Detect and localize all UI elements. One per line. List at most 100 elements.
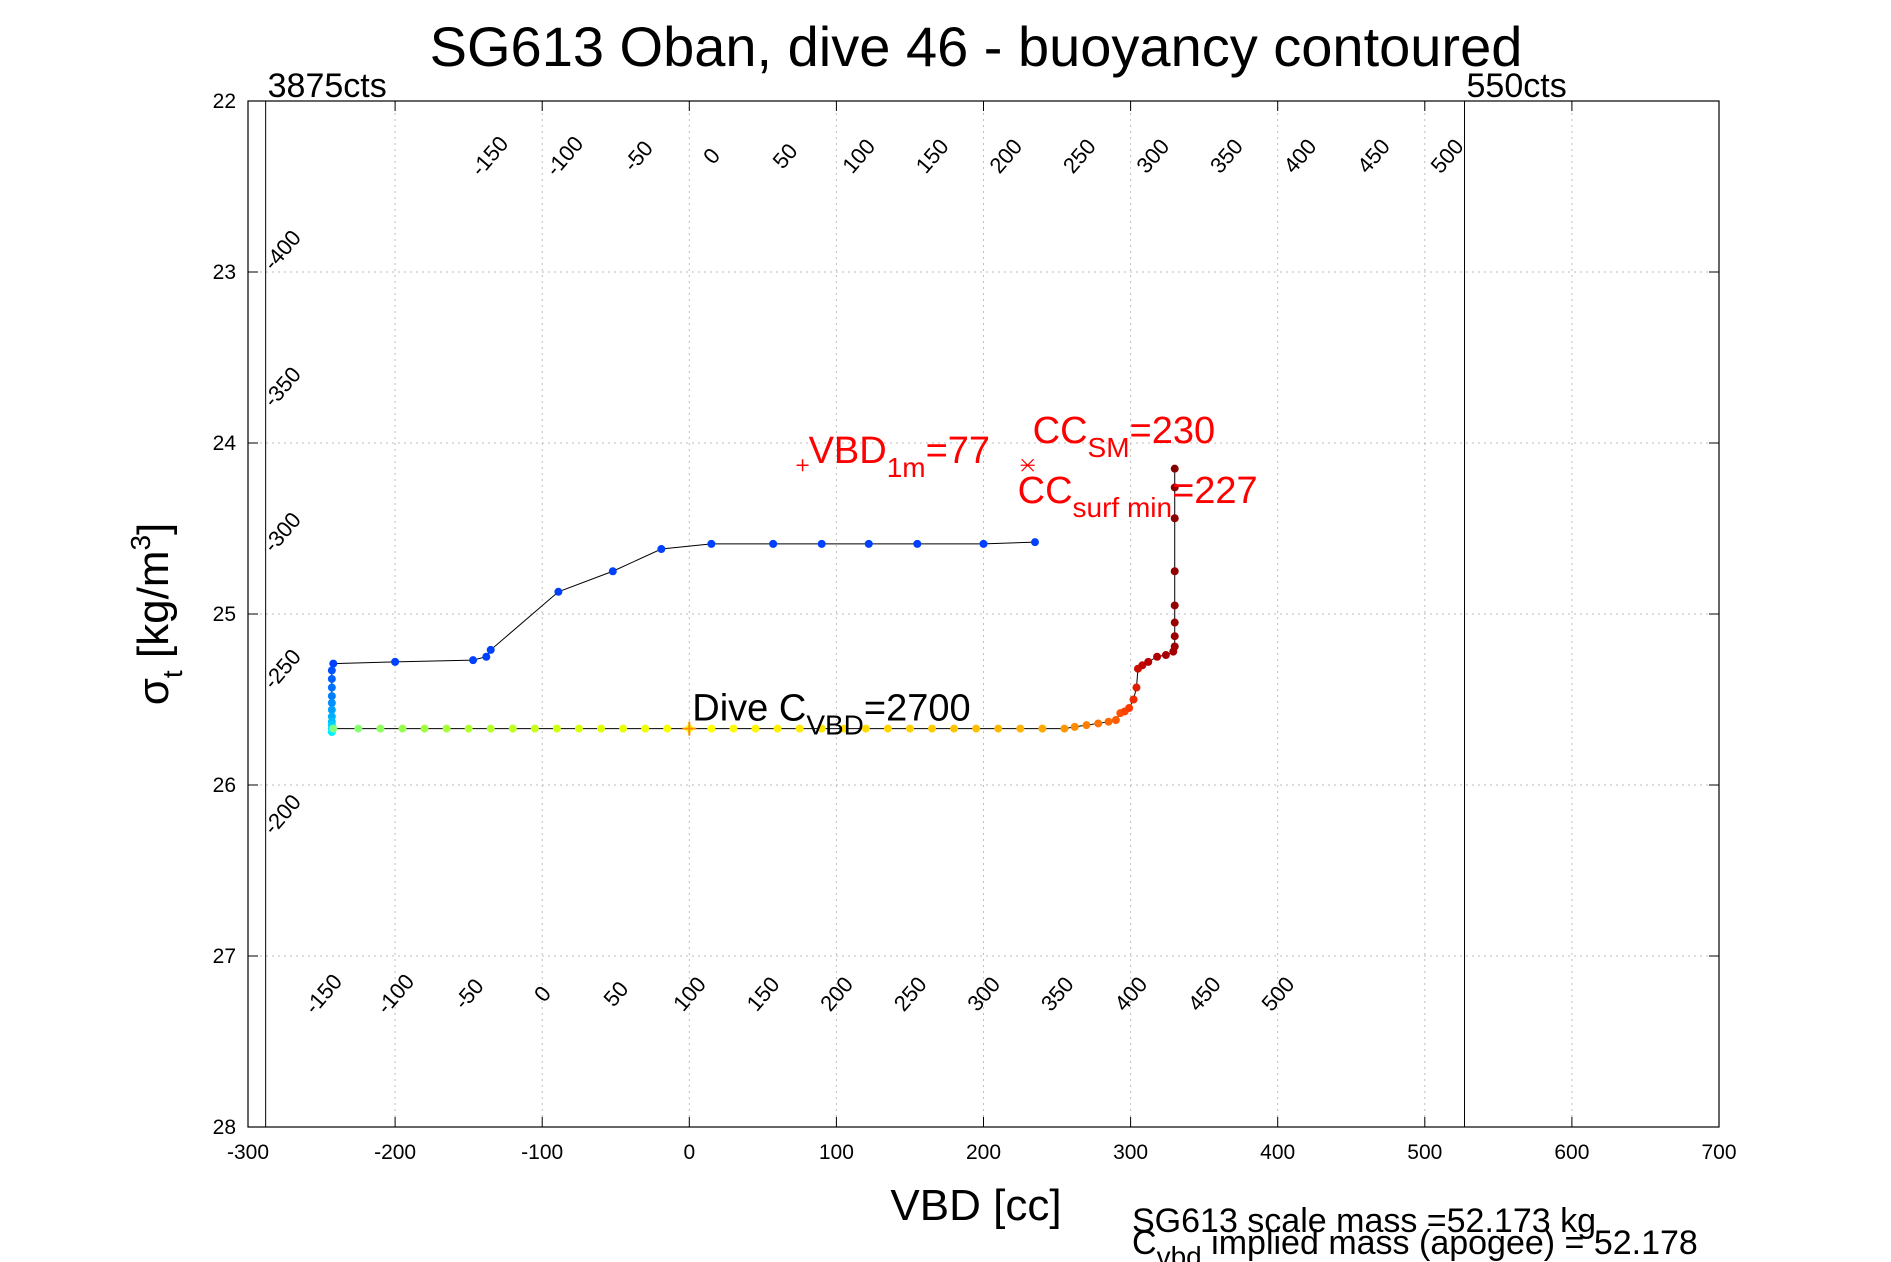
x-tick-label: 500 [1407, 1141, 1442, 1164]
contour-label: 200 [984, 134, 1027, 178]
data-point [1170, 632, 1179, 641]
contour-label: 300 [962, 972, 1005, 1016]
data-point [1125, 704, 1134, 713]
contour-label: 100 [668, 972, 711, 1016]
data-point [464, 724, 473, 733]
vbd-limit-label: 3875cts [268, 67, 387, 105]
cc-sm-marker [1020, 458, 1035, 472]
contour-lines [1810, 101, 1891, 1127]
cc-surf-min-label-sub: surf min [1073, 492, 1173, 523]
data-point [508, 724, 517, 733]
dive-cvbd-label-tail: =2700 [864, 688, 971, 730]
contour-label: 150 [742, 972, 785, 1016]
contour-label: 350 [1036, 972, 1079, 1016]
y-axis-label: σt [kg/m3] [125, 523, 188, 706]
x-axis: -300 -200 -100 0 100 200 300 400 500 600 700 [227, 101, 1737, 1164]
data-point [657, 545, 666, 554]
data-point [327, 692, 336, 701]
data-point [486, 645, 495, 654]
data-point [1170, 464, 1179, 473]
x-tick-label: -100 [521, 1141, 563, 1164]
contour-label: -150 [466, 131, 514, 181]
data-point [1070, 722, 1079, 731]
data-point [442, 724, 451, 733]
y-axis-label-main: σ [129, 678, 178, 705]
data-point [1170, 642, 1179, 651]
data-point [1038, 724, 1047, 733]
contour-label: 0 [698, 143, 725, 169]
data-point [1144, 657, 1153, 666]
contour-label: 50 [598, 976, 633, 1011]
data-point [795, 724, 804, 733]
data-point [1030, 538, 1039, 547]
y-tick-label: 28 [213, 1116, 236, 1139]
y-tick-label: 27 [213, 945, 236, 968]
data-point [376, 724, 385, 733]
buoyancy-contour-line [1810, 101, 1891, 1127]
cc-surf-min-label-tail: =227 [1172, 470, 1258, 512]
y-axis-label-end: ] [129, 523, 178, 535]
data-point [554, 587, 563, 596]
data-point [469, 656, 478, 665]
cc-surf-min-label: CCsurf min=227 [1018, 470, 1258, 523]
data-point [994, 724, 1003, 733]
contour-labels: -150 -100 -50 0 50 100 150 200 250 300 350 400 450 50… [258, 131, 1468, 1019]
data-point [817, 724, 826, 733]
chart-title: SG613 Oban, dive 46 - buoyancy contoured [430, 15, 1523, 78]
data-point [420, 724, 429, 733]
contour-label: 150 [911, 134, 954, 178]
data-point [1138, 661, 1147, 670]
data-point [354, 724, 363, 733]
data-point [391, 657, 400, 666]
dive-cvbd-label: Dive CVBD=2700 [692, 688, 970, 741]
contour-label: 100 [837, 134, 880, 178]
x-tick-label: 200 [966, 1141, 1001, 1164]
data-point [329, 724, 338, 733]
data-point [1132, 683, 1141, 692]
data-point [1129, 695, 1138, 704]
scale-mass-text: SG613 scale mass =52.173 kg [1132, 1202, 1596, 1240]
data-point [913, 539, 922, 548]
data-point [329, 659, 338, 668]
contour-label: -100 [541, 131, 589, 181]
vbd-1m-label-tail: =77 [926, 430, 990, 472]
data-series [327, 464, 1179, 736]
implied-mass-tail: implied mass (apogee) = 52.178 [1202, 1224, 1698, 1262]
contour-label: -100 [371, 969, 419, 1019]
dive-cvbd-label-main: Dive C [692, 688, 806, 730]
y-axis-label-sub: t [157, 670, 188, 678]
cc-sm-label-main: CC [1033, 410, 1088, 452]
data-point [707, 724, 716, 733]
contour-label: 400 [1109, 972, 1152, 1016]
data-point [707, 539, 716, 548]
contour-label: 50 [768, 139, 803, 174]
x-tick-label: -200 [374, 1141, 416, 1164]
data-point [327, 683, 336, 692]
x-tick-label: 600 [1554, 1141, 1589, 1164]
vbd-1m-marker [796, 459, 809, 472]
x-tick-label: 0 [683, 1141, 695, 1164]
data-point [1016, 724, 1025, 733]
data-point [1170, 567, 1179, 576]
y-axis: 22 23 24 25 26 27 28 [213, 90, 1719, 1139]
vbd-limit-label: 550cts [1467, 67, 1567, 105]
data-point [905, 724, 914, 733]
y-tick-label: 25 [213, 603, 236, 626]
data-point [769, 539, 778, 548]
data-point [574, 724, 583, 733]
data-point [327, 666, 336, 675]
data-point [398, 724, 407, 733]
cc-sm-label-tail: =230 [1130, 410, 1216, 452]
data-point [641, 724, 650, 733]
data-point [729, 724, 738, 733]
x-tick-label: 700 [1701, 1141, 1736, 1164]
contour-label: 300 [1131, 134, 1174, 178]
cc-sm-label-sub: SM [1088, 432, 1130, 463]
data-point [1094, 719, 1103, 728]
cc-sm-label: CCSM=230 [1033, 410, 1215, 463]
implied-mass-text: Cvbd implied mass (apogee) = 52.178 [1132, 1224, 1698, 1262]
data-point [1170, 483, 1179, 492]
data-point [327, 674, 336, 683]
